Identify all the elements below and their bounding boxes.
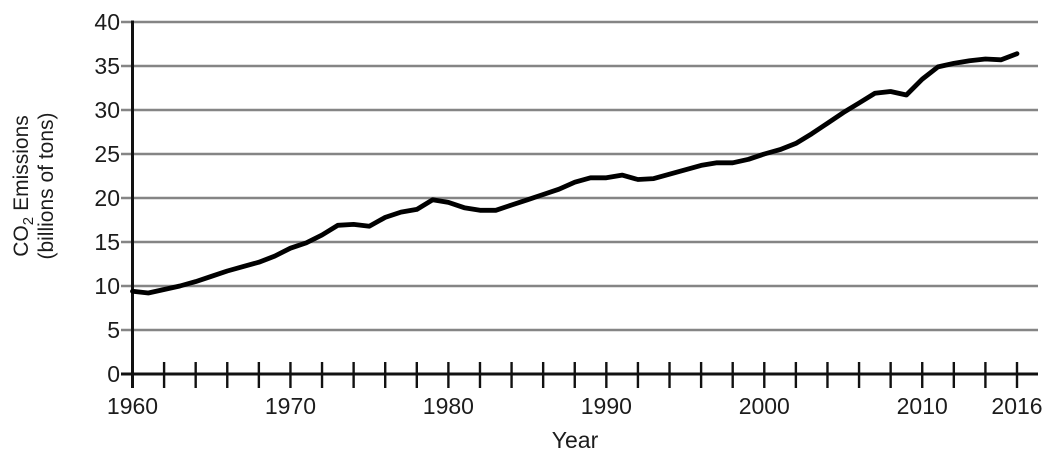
y-tick-label-20: 20 [94,185,120,211]
x-tick-label-2016: 2016 [991,393,1042,419]
y-tick-label-40: 40 [94,9,120,35]
y-tick-label-25: 25 [94,141,120,167]
y-tick-label-5: 5 [107,317,120,343]
x-tick-label-2010: 2010 [897,393,948,419]
x-tick-label-1970: 1970 [265,393,316,419]
y-axis-title-line1: CO2Emissions [10,115,37,257]
x-tick-label-1990: 1990 [581,393,632,419]
y-tick-label-10: 10 [94,273,120,299]
y-tick-label-30: 30 [94,97,120,123]
data-line-co2-emissions [130,51,1020,296]
y-tick-label-35: 35 [94,53,120,79]
y-axis-title-line2: (billions of tons) [35,112,58,259]
y-tick-label-15: 15 [94,229,120,255]
x-axis-title: Year [552,427,599,453]
x-tick-label-1980: 1980 [423,393,474,419]
x-tick-label-2000: 2000 [739,393,790,419]
y-tick-label-0: 0 [107,361,120,387]
x-tick-label-1960: 1960 [107,393,158,419]
